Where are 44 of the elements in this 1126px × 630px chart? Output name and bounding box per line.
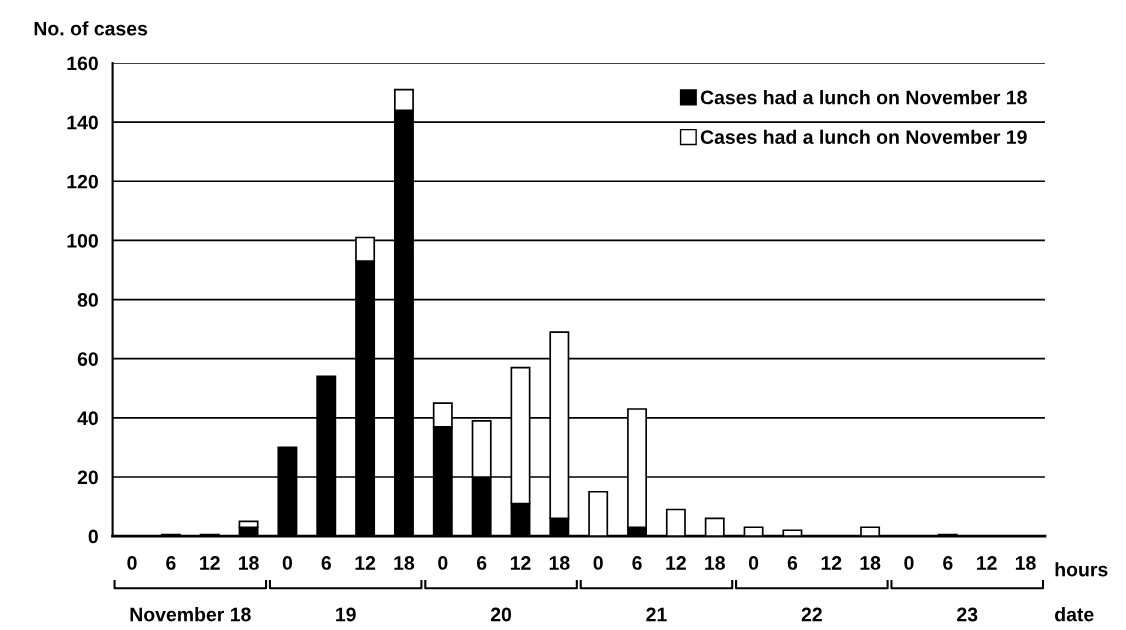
x-tick-label: 12: [977, 556, 997, 570]
text: 23: [957, 607, 978, 622]
x-tick-label: 0: [127, 556, 137, 570]
x-tick-label: 12: [355, 556, 376, 570]
x-tick-label: 0: [438, 556, 448, 570]
y-tick-label: 100: [67, 233, 98, 248]
x-tick-label: 18: [1015, 556, 1036, 570]
x-tick-label: 18: [394, 556, 415, 570]
y-tick-label: 0: [88, 529, 98, 544]
x-tick-label: 0: [748, 556, 759, 570]
x-tick-label: 18: [238, 556, 259, 570]
x-tick-label: 6: [787, 556, 798, 570]
x-tick-label: 0: [593, 556, 603, 570]
text: 20: [490, 607, 512, 622]
y-tick-label: 60: [77, 352, 98, 366]
legend-label: Cases had a lunch on November 18: [700, 90, 1027, 105]
x-axis-title: hours: [1055, 562, 1108, 577]
text: November 18: [130, 607, 251, 622]
y-tick-label: 120: [67, 174, 98, 189]
x-tick-label: 18: [860, 556, 881, 570]
text: 19: [336, 607, 356, 622]
x-tick-label: 0: [282, 556, 293, 570]
x-tick-label: 12: [510, 556, 531, 570]
x-tick-label: 6: [632, 556, 642, 570]
x-tick-label: 18: [705, 556, 725, 570]
x-tick-label: 6: [476, 556, 487, 570]
x-tick-label: 18: [549, 556, 570, 570]
text: 21: [646, 607, 667, 622]
y-tick-label: 160: [67, 56, 98, 71]
x-tick-label: 6: [943, 556, 953, 570]
text: date: [1055, 607, 1094, 622]
x-tick-label: 12: [200, 556, 220, 570]
y-tick-label: 40: [77, 411, 98, 426]
y-tick-label: 80: [77, 293, 98, 307]
legend-label: Cases had a lunch on November 19: [700, 129, 1027, 144]
x-tick-label: 6: [166, 556, 176, 570]
y-tick-label: 20: [77, 470, 98, 485]
x-tick-label: 6: [321, 556, 331, 570]
y-axis-title: No. of cases: [34, 21, 148, 36]
y-tick-label: 140: [67, 115, 98, 130]
text: 22: [801, 607, 822, 622]
x-tick-label: 12: [666, 556, 686, 570]
x-tick-label: 12: [821, 556, 842, 570]
x-tick-label: 0: [904, 556, 914, 570]
